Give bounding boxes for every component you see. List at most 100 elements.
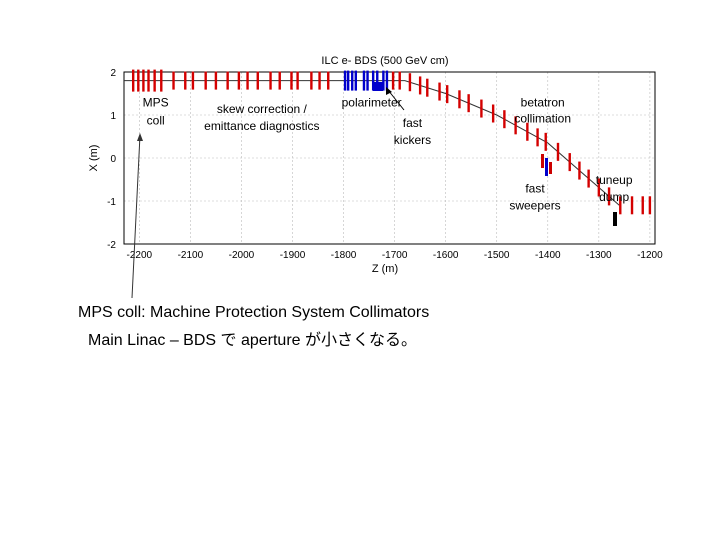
red-element [597, 178, 601, 197]
blue-element [376, 70, 379, 91]
x-tick-label: -1400 [535, 250, 561, 261]
mps-coll-arrow-head [137, 133, 143, 141]
x-tick-label: -1500 [484, 250, 510, 261]
annotation-label: sweepers [509, 199, 560, 213]
blue-element [385, 70, 389, 91]
red-element [408, 73, 412, 92]
red-magnet-elements [131, 69, 652, 215]
red-element [467, 94, 470, 113]
annotation-label: kickers [394, 133, 431, 147]
red-element [296, 71, 299, 90]
red-element [310, 71, 313, 90]
annotation-label: collimation [514, 112, 571, 126]
y-axis-ticks: 2 1 0 -1 -2 [107, 68, 116, 251]
caption-line-1: MPS coll: Machine Protection System Coll… [78, 304, 430, 321]
red-element [641, 196, 644, 215]
red-element [318, 71, 321, 90]
annotations: MPS coll skew correction / emittance diagno… [143, 95, 633, 212]
annotation-label: skew correction / [217, 102, 308, 116]
red-element [544, 132, 547, 151]
x-tick-label: -2000 [229, 250, 255, 261]
annotation-label: betatron [521, 95, 565, 109]
red-element [278, 71, 281, 90]
red-element [142, 69, 145, 92]
red-element [256, 71, 259, 90]
red-element [147, 69, 150, 92]
x-tick-label: -1300 [586, 250, 612, 261]
red-element [607, 187, 611, 206]
x-tick-label: -2100 [178, 250, 204, 261]
red-element [131, 69, 135, 92]
annotation-label: fast [525, 181, 545, 195]
x-tick-label: -1900 [280, 250, 306, 261]
red-element [426, 78, 429, 97]
x-tick-label: -1800 [331, 250, 357, 261]
red-element [184, 71, 187, 90]
annotation-label: tuneup [596, 173, 633, 187]
red-element [526, 122, 529, 141]
red-element [648, 196, 652, 215]
y-tick-label: 0 [110, 154, 116, 165]
annotation-label: dump [599, 190, 629, 204]
blue-element [366, 70, 369, 91]
y-tick-label: 1 [110, 111, 116, 122]
red-element [391, 71, 395, 90]
red-element [578, 161, 581, 180]
red-element [491, 104, 495, 123]
annotation-label: coll [147, 113, 165, 127]
x-tick-label: -1200 [637, 250, 663, 261]
red-element [418, 76, 422, 95]
caption-line-2: Main Linac – BDS で aperture が小さくなる。 [88, 332, 417, 349]
red-element [619, 196, 622, 215]
x-axis-label: Z (m) [372, 263, 398, 275]
blue-element [343, 70, 347, 91]
kicker-arrow [387, 89, 405, 111]
red-element [458, 90, 461, 109]
red-element [204, 71, 207, 90]
fast-sweeper-marker-1 [541, 154, 544, 168]
red-element [514, 116, 517, 135]
x-tick-label: -2200 [127, 250, 153, 261]
red-element [438, 82, 441, 101]
red-element [269, 71, 272, 90]
blue-magnet-elements [343, 70, 389, 91]
kicker-arrow-head [386, 87, 392, 95]
red-element [137, 69, 140, 92]
y-axis-label: X (m) [88, 145, 100, 172]
red-element [445, 85, 449, 104]
annotation-label: MPS [143, 95, 169, 109]
red-element [160, 69, 163, 92]
red-element [237, 71, 241, 90]
red-element [568, 153, 571, 172]
y-tick-label: -2 [107, 240, 116, 251]
annotation-label: emittance diagnostics [204, 119, 319, 133]
blue-element [362, 70, 366, 91]
blue-element [354, 70, 358, 91]
beamline-trajectory [124, 80, 620, 206]
red-element [172, 71, 175, 90]
blue-element [371, 70, 375, 91]
red-element [191, 71, 195, 90]
y-tick-label: -1 [107, 197, 116, 208]
red-element [630, 196, 634, 215]
red-element [214, 71, 218, 90]
tuneup-dump-marker [613, 212, 617, 226]
x-tick-label: -1700 [382, 250, 408, 261]
mps-coll-pointer [131, 134, 141, 299]
bds-layout-chart: ILC e- BDS (500 GeV cm) -2200 -2100 -2000-… [88, 55, 664, 299]
blue-element [382, 70, 385, 91]
red-element [503, 110, 506, 129]
red-element [398, 71, 401, 90]
chart-title: ILC e- BDS (500 GeV cm) [321, 55, 448, 67]
fast-sweeper-marker-2 [545, 158, 548, 176]
x-tick-label: -1600 [433, 250, 459, 261]
x-axis-ticks: -2200 -2100 -2000 -1900 -1800 -1700 -1600 -1500… [127, 250, 664, 261]
polarimeter-marker [373, 82, 383, 91]
red-element [587, 169, 590, 188]
red-element [290, 71, 293, 90]
red-element [556, 142, 560, 161]
red-element [153, 69, 156, 92]
red-element [536, 128, 539, 147]
red-element [226, 71, 229, 90]
red-element [246, 71, 249, 90]
